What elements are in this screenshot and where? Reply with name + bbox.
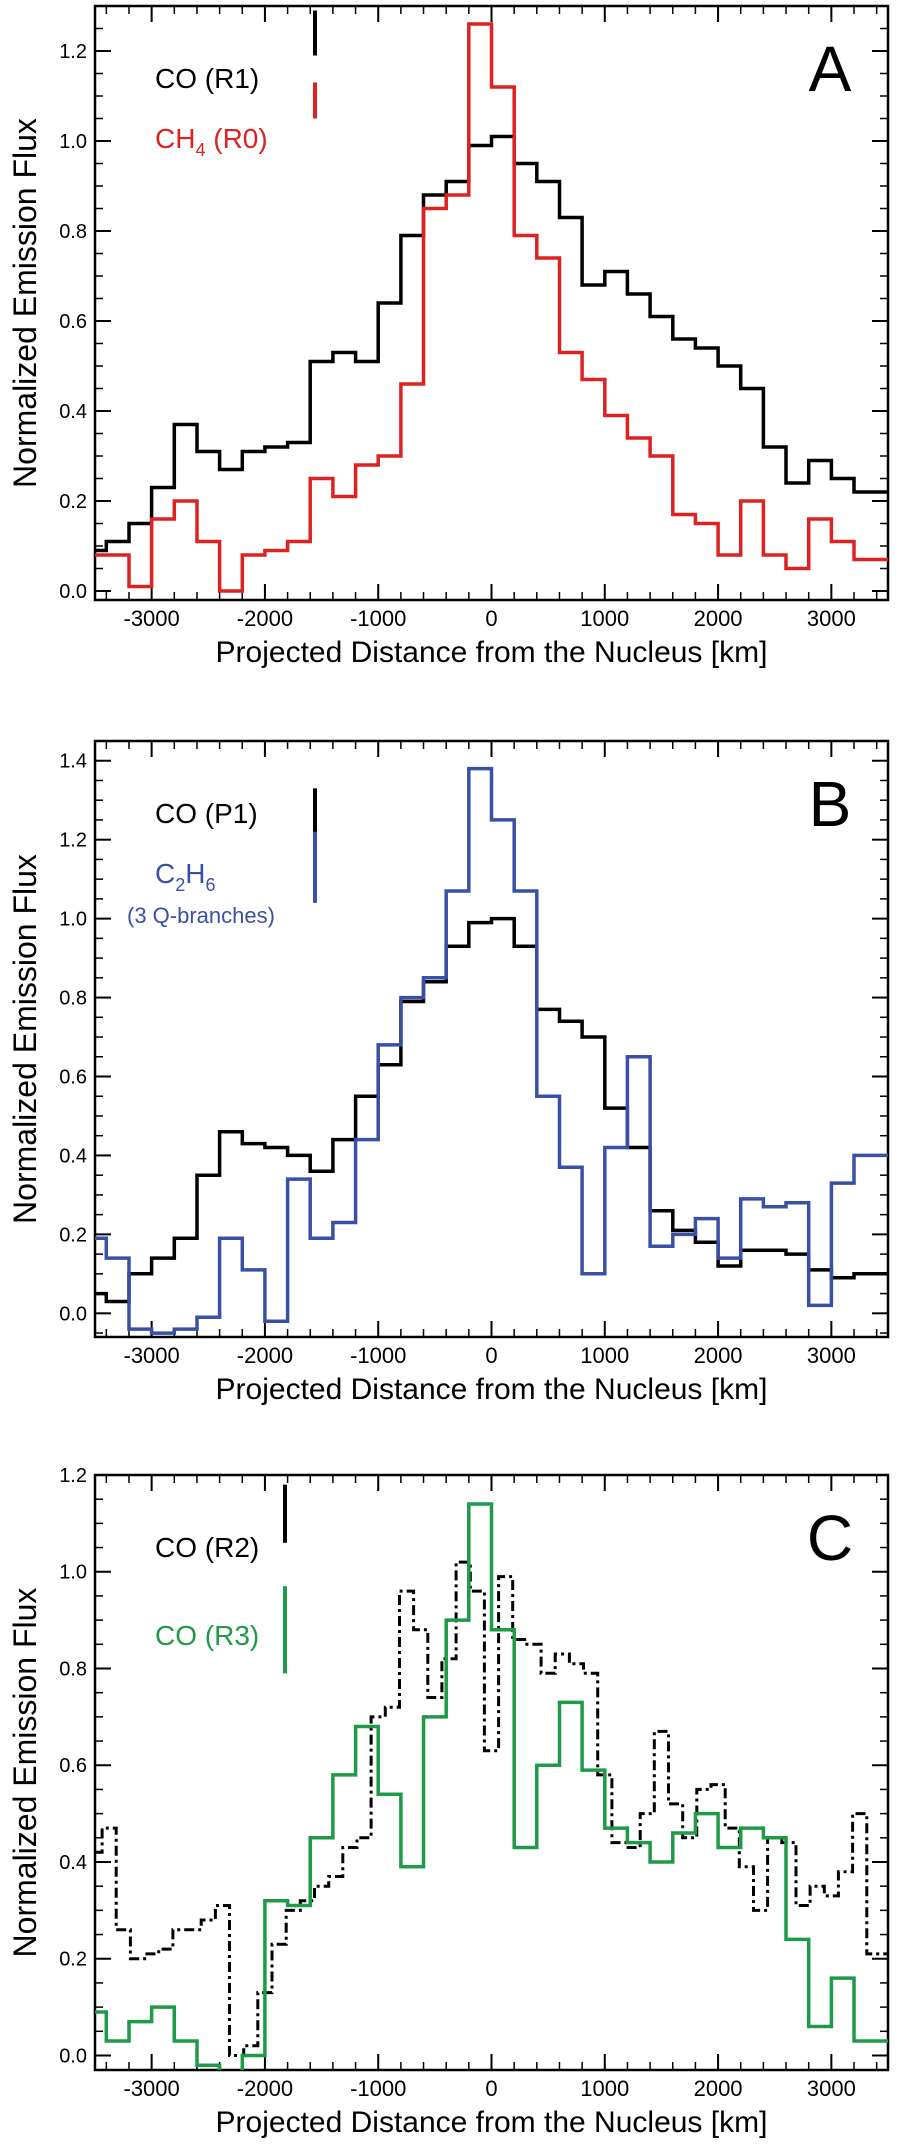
y-tick-label: 0.2 [59,1224,87,1246]
y-axis-label: Normalized Emission Flux [7,118,43,488]
panel-label: A [809,33,852,105]
x-axis-label: Projected Distance from the Nucleus [km] [216,636,768,669]
legend-label-subscript: 2 [175,875,185,895]
y-tick-label: 0.0 [59,581,87,603]
legend-label: CO (R2) [155,1532,259,1563]
x-tick-label: -2000 [237,606,293,631]
y-tick-label: 0.8 [59,221,87,243]
y-tick-label: 1.2 [59,1465,87,1487]
y-tick-label: 0.6 [59,1755,87,1777]
y-tick-label: 0.2 [59,1949,87,1971]
legend-label-subscript: 6 [205,875,215,895]
y-tick-label: 0.8 [59,988,87,1010]
x-tick-label: -3000 [124,606,180,631]
x-tick-label: 3000 [807,606,856,631]
y-axis-label: Normalized Emission Flux [7,1588,43,1958]
x-tick-label: 0 [485,1343,497,1368]
y-tick-label: 0.6 [59,1066,87,1088]
series-line-1 [95,22,888,593]
legend-label-main: CH [155,123,195,154]
legend-label-tail: H [185,858,205,889]
x-tick-label: -2000 [237,1343,293,1368]
legend-label-main: CO (R2) [155,1532,259,1563]
legend-label-main: CO (R1) [155,63,259,94]
x-tick-label: 2000 [694,2076,743,2101]
y-tick-label: 1.2 [59,41,87,63]
legend-label-line2: (3 Q-branches) [127,903,275,928]
y-tick-label: 0.4 [59,1852,87,1874]
series-line-0 [95,1560,888,2057]
x-tick-label: 0 [485,606,497,631]
x-tick-label: 3000 [807,1343,856,1368]
legend-label: CO (R3) [155,1620,259,1651]
y-axis-label: Normalized Emission Flux [7,854,43,1224]
x-tick-label: -3000 [124,2076,180,2101]
legend-label-main: C [155,858,175,889]
x-axis-label: Projected Distance from the Nucleus [km] [216,2106,768,2139]
x-tick-label: 1000 [580,2076,629,2101]
y-tick-label: 1.2 [59,830,87,852]
legend-label-main: CO (P1) [155,798,258,829]
x-axis-label: Projected Distance from the Nucleus [km] [216,1373,768,1406]
legend-label: CO (P1) [155,798,258,829]
series-line-1 [95,1502,888,2070]
legend-label: CH4 (R0) [155,123,268,160]
y-tick-label: 0.6 [59,311,87,333]
x-tick-label: -3000 [124,1343,180,1368]
x-tick-label: 1000 [580,1343,629,1368]
y-tick-label: 0.0 [59,1303,87,1325]
y-tick-label: 0.0 [59,2045,87,2067]
y-tick-label: 0.8 [59,1658,87,1680]
legend-label-subscript: 4 [195,140,205,160]
plot-frame [93,739,890,1339]
x-tick-label: 3000 [807,2076,856,2101]
legend-label: C2H6 [155,858,216,895]
panel-c: -3000 -2000 -1000 0 1000 2000 3000 0.0 0.2 0.4 0.6… [7,1465,890,2139]
legend-label-tail: (R0) [205,123,267,154]
y-tick-label: 1.0 [59,909,87,931]
series-line-0 [95,134,888,553]
x-tick-label: -1000 [350,606,406,631]
y-tick-label: 0.4 [59,1145,87,1167]
x-tick-label: 2000 [694,606,743,631]
y-tick-label: 1.0 [59,1562,87,1584]
y-tick-label: 0.2 [59,491,87,513]
panel-label: B [809,768,852,840]
x-tick-label: 2000 [694,1343,743,1368]
panel-a: -3000 -2000 -1000 0 1000 2000 3000 0.0 0.2 0.4 0.6… [7,4,890,669]
x-tick-label: -1000 [350,1343,406,1368]
series-line-0 [95,916,888,1304]
x-tick-label: 0 [485,2076,497,2101]
y-tick-label: 1.4 [59,751,87,773]
legend-label: CO (R1) [155,63,259,94]
y-tick-label: 0.4 [59,401,87,423]
x-tick-label: -2000 [237,2076,293,2101]
legend-label-main: CO (R3) [155,1620,259,1651]
plot-frame [93,4,890,602]
panel-label: C [807,1502,853,1574]
x-tick-label: 1000 [580,606,629,631]
panel-b: -3000 -2000 -1000 0 1000 2000 3000 0.0 0.2 0.4 0.6… [7,739,890,1406]
series-line-1 [95,766,888,1335]
x-tick-label: -1000 [350,2076,406,2101]
y-tick-label: 1.0 [59,131,87,153]
